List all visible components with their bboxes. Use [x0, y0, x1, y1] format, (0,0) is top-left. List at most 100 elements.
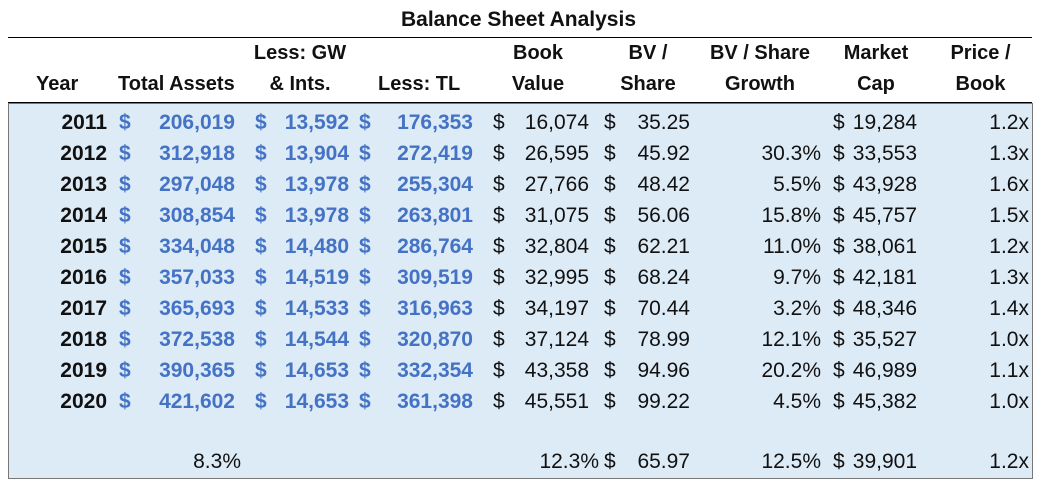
cell-year: 2011 [61, 111, 107, 134]
currency-symbol: $ [604, 328, 616, 351]
currency-symbol: $ [493, 297, 505, 320]
header-bv-growth: BV / Share [709, 42, 811, 64]
cell-market-cap: 43,928 [852, 173, 917, 196]
cell-gw-ints: 13,904 [284, 142, 349, 165]
cell-year: 2020 [60, 390, 107, 413]
cell-bv-growth: 12.1% [761, 328, 821, 351]
cell-market-cap: 35,527 [852, 328, 917, 351]
currency-symbol: $ [493, 390, 505, 413]
currency-symbol: $ [119, 297, 131, 320]
cell-bv-share: 62.21 [637, 235, 690, 258]
cell-book-value: 16,074 [524, 111, 589, 134]
cell-gw-ints: 13,592 [284, 111, 349, 134]
summary-book-value: 12.3% [539, 450, 599, 473]
cell-price-book: 1.3x [989, 266, 1029, 289]
header-price-book: Price / [950, 42, 1011, 64]
currency-symbol: $ [255, 142, 267, 165]
currency-symbol: $ [119, 359, 131, 382]
currency-symbol: $ [493, 142, 505, 165]
currency-symbol: $ [255, 297, 267, 320]
currency-symbol: $ [255, 173, 267, 196]
currency-symbol: $ [604, 266, 616, 289]
cell-gw-ints: 14,533 [284, 297, 349, 320]
header-less-tl: Less: TL [378, 73, 461, 95]
currency-symbol: $ [833, 142, 845, 165]
cell-bv-share: 78.99 [637, 328, 690, 351]
cell-gw-ints: 14,519 [284, 266, 349, 289]
cell-book-value: 27,766 [524, 173, 589, 196]
summary-market-cap: 39,901 [852, 450, 917, 473]
cell-market-cap: 45,757 [852, 204, 917, 227]
cell-bv-share: 99.22 [637, 390, 690, 413]
cell-less-tl: 332,354 [397, 359, 473, 382]
cell-total-assets: 334,048 [159, 235, 235, 258]
cell-total-assets: 297,048 [159, 173, 235, 196]
cell-total-assets: 206,019 [159, 111, 235, 134]
data-table: 2011 $206,019 $13,592 $176,353 $16,074 $35.25… [8, 103, 1033, 479]
summary-bv-share: 65.97 [637, 450, 690, 473]
cell-year: 2012 [60, 142, 107, 165]
currency-symbol: $ [359, 328, 371, 351]
cell-bv-growth: 30.3% [761, 142, 821, 165]
currency-symbol: $ [119, 173, 131, 196]
cell-price-book: 1.3x [989, 142, 1029, 165]
cell-year: 2015 [60, 235, 107, 258]
currency-symbol: $ [359, 266, 371, 289]
cell-year: 2019 [60, 359, 107, 382]
header-book-value: Book [513, 42, 563, 64]
cell-less-tl: 309,519 [397, 266, 473, 289]
cell-market-cap: 19,284 [852, 111, 917, 134]
currency-symbol: $ [604, 111, 616, 134]
currency-symbol: $ [119, 142, 131, 165]
summary-total-assets: 8.3% [193, 450, 241, 473]
currency-symbol: $ [359, 111, 371, 134]
currency-symbol: $ [359, 204, 371, 227]
currency-symbol: $ [833, 297, 845, 320]
cell-book-value: 32,995 [524, 266, 589, 289]
sheet-title: Balance Sheet Analysis [401, 8, 636, 31]
currency-symbol: $ [493, 328, 505, 351]
currency-symbol: $ [493, 204, 505, 227]
cell-market-cap: 33,553 [852, 142, 917, 165]
cell-total-assets: 308,854 [159, 204, 235, 227]
cell-year: 2017 [60, 297, 107, 320]
currency-symbol: $ [359, 173, 371, 196]
currency-symbol: $ [359, 359, 371, 382]
currency-symbol: $ [255, 390, 267, 413]
cell-gw-ints: 13,978 [284, 173, 349, 196]
cell-bv-share: 45.92 [637, 142, 690, 165]
currency-symbol: $ [255, 328, 267, 351]
currency-symbol: $ [493, 235, 505, 258]
currency-symbol: $ [833, 328, 845, 351]
currency-symbol: $ [359, 297, 371, 320]
cell-price-book: 1.1x [989, 359, 1029, 382]
cell-less-tl: 361,398 [397, 390, 473, 413]
currency-symbol: $ [255, 359, 267, 382]
header-less-gw: Less: GW [253, 42, 347, 64]
currency-symbol: $ [833, 173, 845, 196]
cell-price-book: 1.2x [989, 235, 1029, 258]
summary-price-book: 1.2x [989, 450, 1029, 473]
cell-bv-growth: 20.2% [761, 359, 821, 382]
summary-bv-growth: 12.5% [761, 450, 821, 473]
cell-price-book: 1.2x [989, 111, 1029, 134]
cell-year: 2018 [60, 328, 107, 351]
currency-symbol: $ [255, 266, 267, 289]
cell-book-value: 34,197 [524, 297, 589, 320]
currency-symbol: $ [604, 297, 616, 320]
cell-less-tl: 286,764 [397, 235, 473, 258]
currency-symbol: $ [119, 235, 131, 258]
cell-gw-ints: 14,653 [284, 359, 349, 382]
header-book-value-2: Value [511, 73, 565, 95]
cell-less-tl: 263,801 [397, 204, 473, 227]
currency-symbol: $ [833, 111, 845, 134]
cell-gw-ints: 14,544 [284, 328, 349, 351]
cell-total-assets: 312,918 [159, 142, 235, 165]
currency-symbol: $ [833, 204, 845, 227]
cell-total-assets: 372,538 [159, 328, 235, 351]
currency-symbol: $ [604, 390, 616, 413]
cell-year: 2016 [60, 266, 107, 289]
cell-less-tl: 255,304 [397, 173, 473, 196]
currency-symbol: $ [493, 111, 505, 134]
header-price-book-2: Book [955, 73, 1006, 95]
